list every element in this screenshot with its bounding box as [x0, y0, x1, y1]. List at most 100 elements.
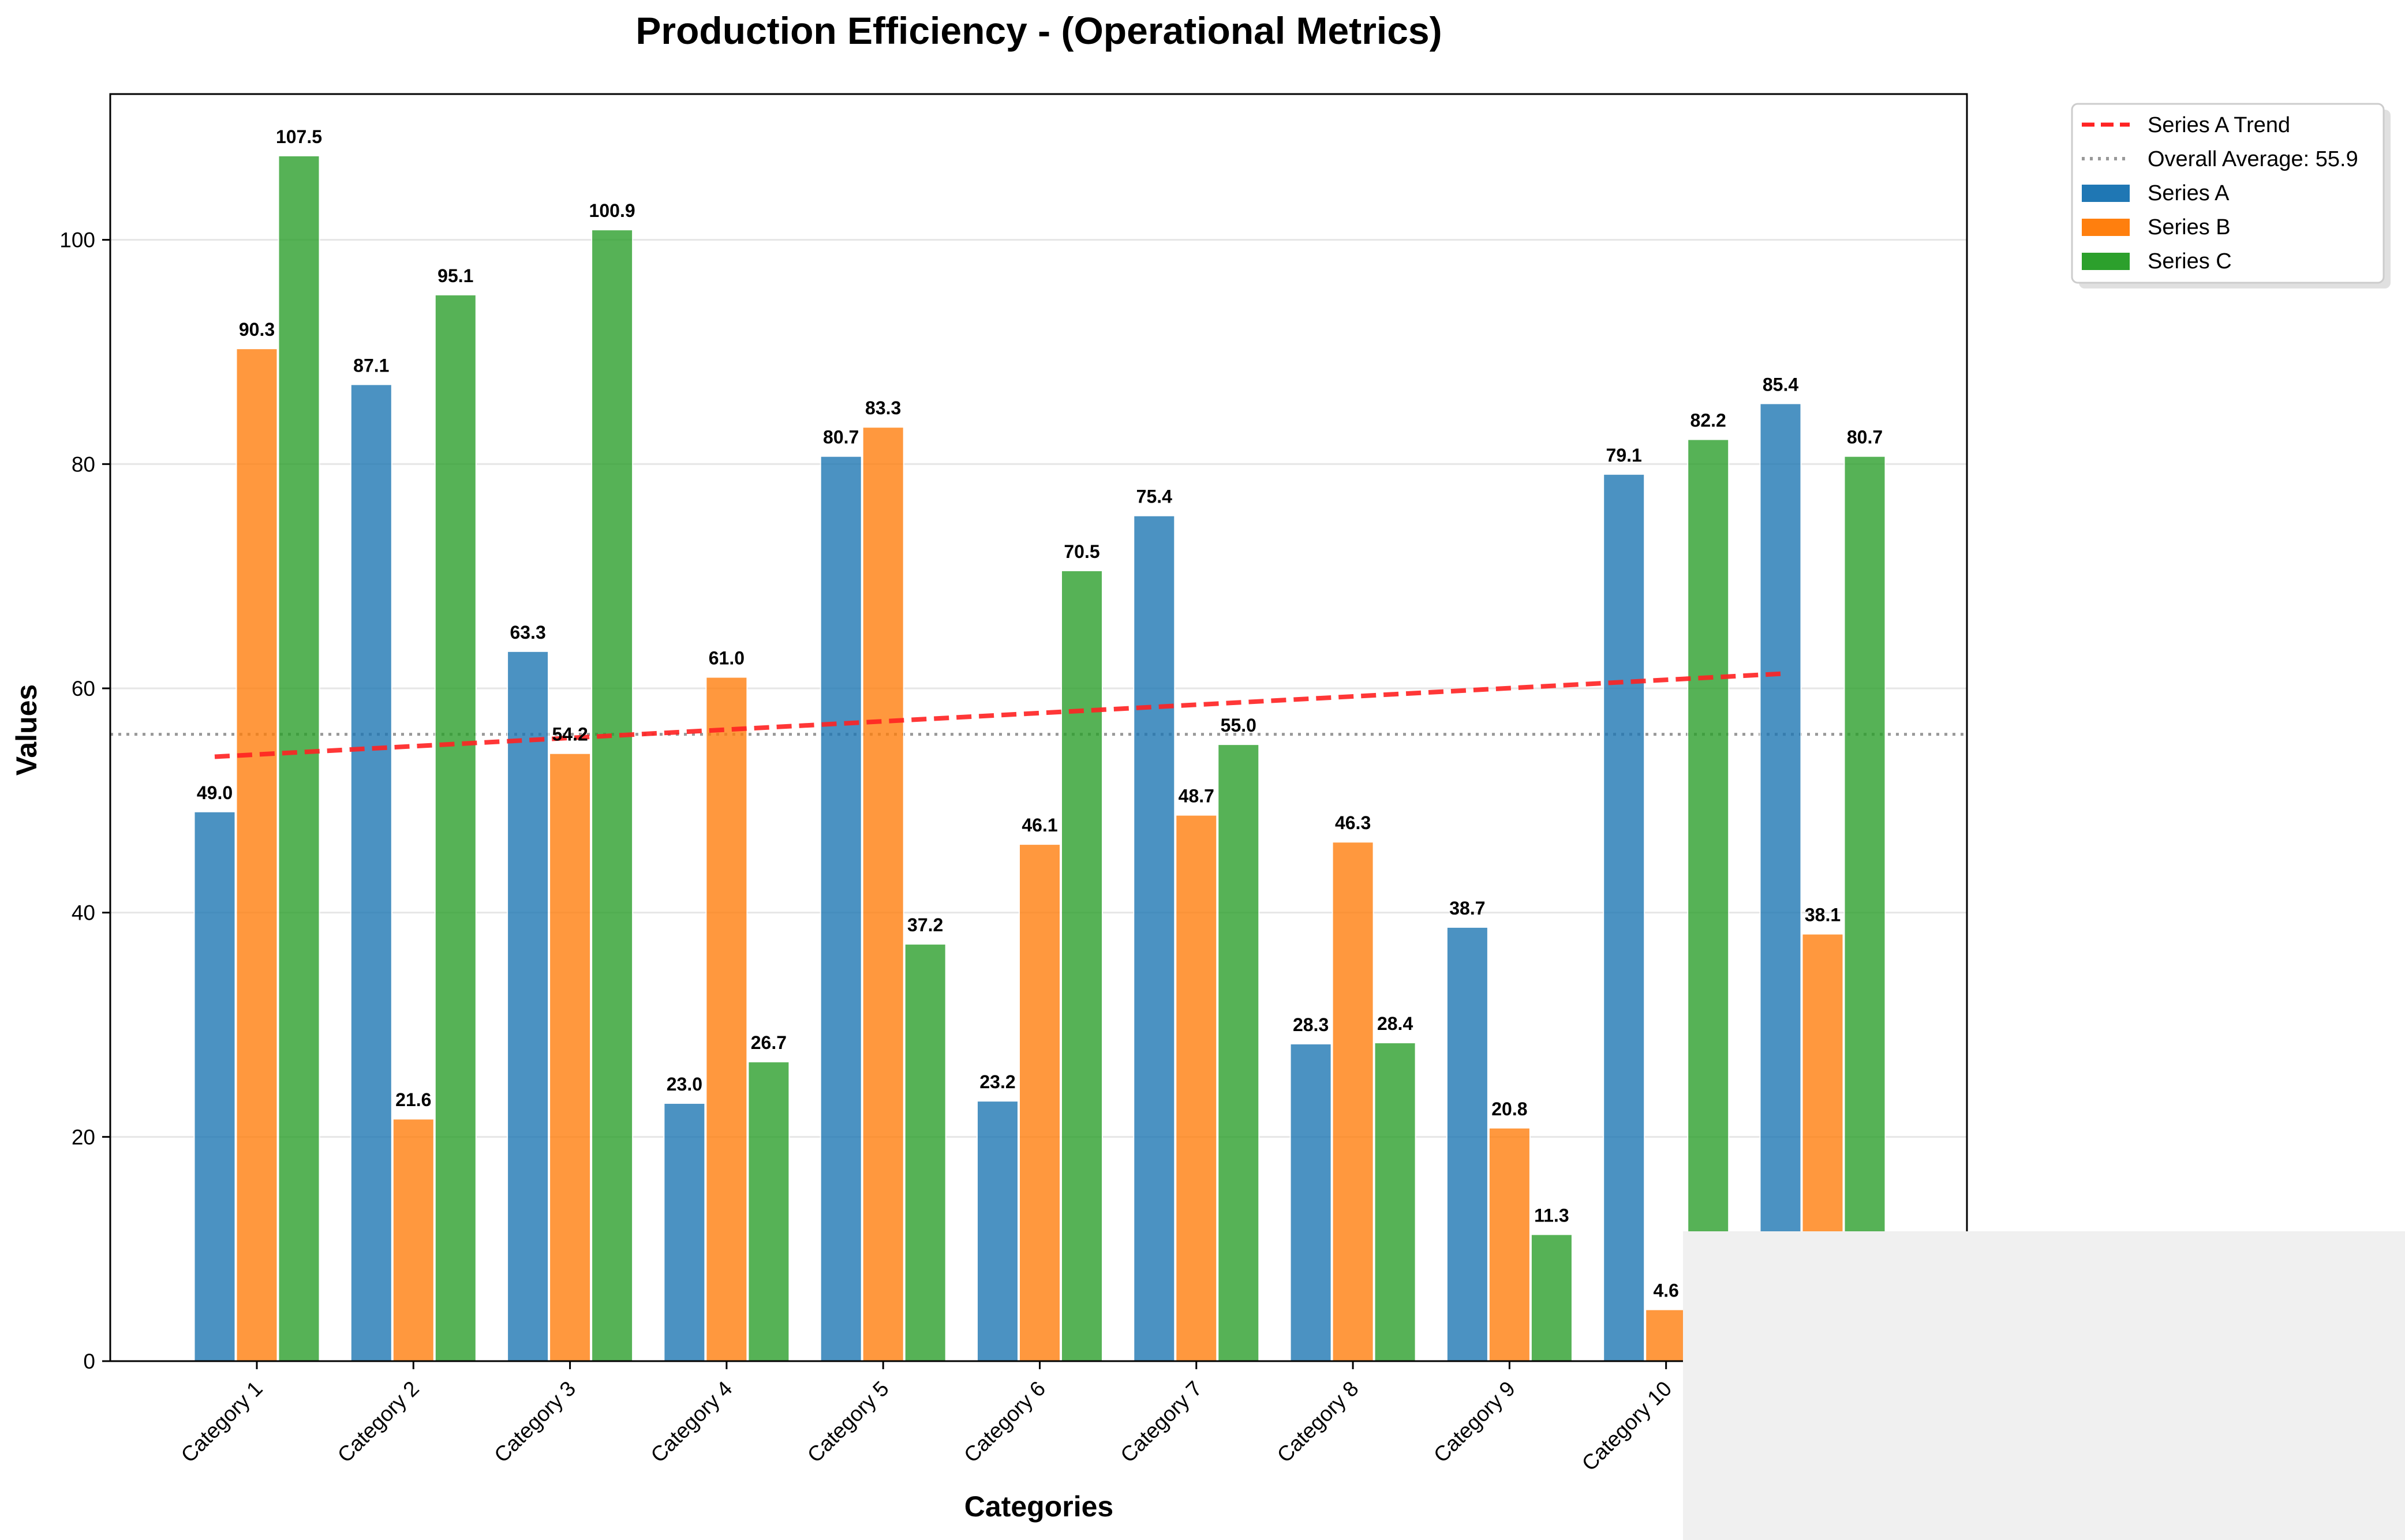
data-label: 63.3 — [510, 622, 545, 643]
chart-title: Production Efficiency - (Operational Met… — [635, 9, 1442, 52]
data-label: 46.3 — [1335, 812, 1371, 833]
bar-series-a — [1603, 473, 1645, 1362]
legend-series-b-swatch — [2082, 219, 2130, 236]
bar-series-c — [591, 229, 634, 1362]
data-label: 79.1 — [1606, 445, 1642, 466]
legend-series-a-label: Series A — [2148, 181, 2230, 205]
x-tick-label: Category 2 — [333, 1377, 424, 1467]
data-label: 87.1 — [353, 355, 389, 376]
data-label: 49.0 — [197, 782, 233, 803]
data-label: 95.1 — [437, 265, 473, 286]
x-tick-label: Category 7 — [1116, 1377, 1206, 1467]
data-label: 46.1 — [1022, 815, 1057, 835]
legend-series-b-label: Series B — [2148, 215, 2231, 239]
data-label: 23.2 — [979, 1071, 1015, 1092]
y-tick-label: 100 — [59, 228, 95, 252]
bar-series-b — [1175, 814, 1218, 1362]
bar-series-b — [705, 676, 748, 1362]
data-label: 85.4 — [1763, 374, 1798, 395]
x-tick-label: Category 1 — [177, 1377, 267, 1467]
bars — [193, 155, 1886, 1362]
x-tick-label: Category 4 — [646, 1377, 737, 1467]
bar-series-b — [1488, 1127, 1531, 1362]
data-label: 26.7 — [751, 1032, 787, 1053]
data-label: 83.3 — [865, 398, 901, 418]
y-axis-label: Values — [10, 684, 43, 775]
x-axis-ticks: Category 1 Category 2 Category 3 Category 4… — [177, 1361, 1833, 1475]
x-axis-label: Categories — [964, 1490, 1113, 1523]
bar-series-a — [663, 1103, 706, 1362]
x-tick-label: Category 10 — [1577, 1377, 1677, 1476]
bar-series-a — [820, 455, 862, 1362]
trend-line — [214, 671, 1781, 759]
data-label: 28.3 — [1293, 1014, 1329, 1035]
data-label: 80.7 — [1847, 427, 1883, 448]
data-labels: 49.0 90.3 107.5 87.1 21.6 95.1 63.3 54.2 100.9 23… — [197, 126, 1883, 1301]
bar-series-c — [1374, 1042, 1416, 1362]
legend-series-c-swatch — [2082, 253, 2130, 270]
y-axis-ticks: 0 20 40 60 80 100 — [59, 228, 110, 1373]
bar-series-b — [235, 348, 278, 1362]
bar-series-b — [392, 1118, 435, 1362]
bar-series-b — [1331, 841, 1374, 1362]
data-label: 61.0 — [709, 648, 745, 669]
data-label: 28.4 — [1377, 1013, 1413, 1034]
data-label: 54.2 — [552, 724, 588, 745]
bar-series-b — [549, 752, 592, 1362]
bar-series-a — [1289, 1043, 1332, 1362]
y-tick-label: 40 — [72, 901, 95, 925]
bar-series-c — [434, 294, 477, 1362]
bar-series-a — [1759, 403, 1802, 1362]
data-label: 11.3 — [1534, 1205, 1569, 1226]
x-tick-label: Category 9 — [1429, 1377, 1520, 1467]
bar-series-b — [1019, 844, 1061, 1362]
bar-series-c — [1687, 439, 1730, 1362]
legend: Series A Trend Overall Average: 55.9 Ser… — [2071, 103, 2391, 288]
legend-series-c-label: Series C — [2148, 249, 2232, 273]
plot-frame — [109, 93, 1968, 1362]
data-label: 37.2 — [907, 915, 943, 935]
y-tick-label: 20 — [72, 1125, 95, 1149]
data-label: 75.4 — [1136, 486, 1172, 507]
data-label: 21.6 — [395, 1089, 431, 1110]
data-label: 20.8 — [1491, 1099, 1527, 1119]
bar-series-c — [1530, 1234, 1573, 1362]
data-label: 23.0 — [667, 1074, 702, 1095]
data-label: 80.7 — [823, 427, 859, 448]
bar-series-a — [1446, 926, 1488, 1362]
bar-series-b — [862, 426, 904, 1362]
data-label: 70.5 — [1064, 541, 1099, 562]
data-label: 55.0 — [1221, 715, 1256, 736]
x-tick-label: Category 3 — [489, 1377, 580, 1467]
bar-series-c — [1061, 569, 1103, 1362]
data-label: 48.7 — [1179, 786, 1214, 807]
bar-series-a — [977, 1100, 1019, 1362]
bar-series-c — [747, 1061, 790, 1362]
bar-series-c — [278, 155, 320, 1362]
data-label: 90.3 — [239, 319, 275, 340]
bar-series-c — [1217, 744, 1260, 1362]
x-tick-label: Category 5 — [803, 1377, 893, 1467]
legend-trend-label: Series A Trend — [2148, 113, 2290, 137]
legend-average-label: Overall Average: 55.9 — [2148, 147, 2358, 171]
x-tick-label: Category 6 — [959, 1377, 1050, 1467]
legend-series-a-swatch — [2082, 185, 2130, 202]
bar-series-a — [193, 811, 236, 1362]
y-tick-label: 0 — [83, 1350, 95, 1373]
y-tick-label: 60 — [72, 677, 95, 700]
data-label: 107.5 — [276, 126, 322, 147]
bar-series-c — [1843, 455, 1886, 1362]
legend-box — [2071, 103, 2385, 284]
data-label: 38.7 — [1449, 898, 1485, 919]
bar-series-a — [1133, 515, 1176, 1362]
bar-series-a — [350, 384, 392, 1362]
data-label: 100.9 — [589, 200, 635, 221]
x-tick-label: Category 8 — [1273, 1377, 1363, 1467]
overlay-panel — [1683, 1231, 2405, 1540]
bar-series-b — [1645, 1309, 1688, 1362]
data-label: 82.2 — [1690, 410, 1726, 431]
bar-series-c — [904, 943, 947, 1362]
y-tick-label: 80 — [72, 452, 95, 476]
data-label: 38.1 — [1805, 905, 1841, 926]
